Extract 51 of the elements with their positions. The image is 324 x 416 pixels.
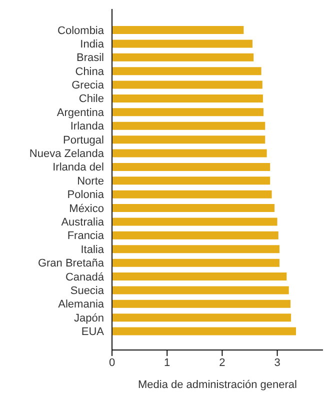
bar (112, 136, 266, 144)
y-tick-label: Portugal (63, 134, 104, 146)
y-tick-label: India (80, 38, 105, 50)
bar (112, 26, 244, 34)
bar (112, 190, 272, 198)
y-tick-label: Argentina (56, 106, 105, 119)
bar (112, 204, 275, 212)
y-tick-label: Italia (80, 244, 105, 256)
bar (112, 245, 280, 254)
y-tick-label: Chile (78, 93, 104, 106)
y-tick-label: Nueva Zelanda (29, 148, 105, 160)
x-axis-title: Media de administración general (138, 379, 297, 391)
bar (112, 108, 264, 116)
bar (112, 258, 280, 267)
bar (112, 327, 296, 336)
bar (112, 122, 266, 130)
y-tick-label: Polonia (67, 189, 105, 202)
y-tick-label: EUA (81, 326, 105, 338)
x-tick-label: 3 (274, 356, 280, 369)
y-tick-label: Francia (67, 230, 105, 242)
bar (112, 162, 270, 171)
bar (112, 286, 289, 294)
y-tick-label: Irlanda (70, 120, 105, 133)
y-tick-label: Norte (77, 175, 104, 188)
bar (112, 40, 252, 48)
y-tick-label: Suecia (70, 284, 105, 297)
y-tick-label: Irlanda del (52, 162, 104, 174)
bar (112, 94, 263, 102)
x-tick-label: 2 (219, 356, 226, 369)
bar (112, 176, 270, 185)
bar (112, 231, 278, 240)
y-tick-label: México (69, 202, 104, 215)
y-tick-label: Alemania (58, 298, 105, 311)
bar (112, 67, 262, 76)
y-tick-label: Canadá (65, 271, 105, 284)
y-tick-label: China (75, 66, 105, 78)
bar (112, 218, 278, 226)
y-tick-label: Grecia (72, 80, 105, 92)
bar (112, 149, 267, 158)
x-tick-label: 1 (164, 356, 170, 369)
y-tick-label: Gran Bretaña (38, 258, 105, 270)
bar (112, 314, 292, 322)
y-tick-label: Colombia (58, 24, 105, 37)
x-tick-label: 0 (108, 356, 116, 369)
bar (112, 80, 262, 89)
bar (112, 272, 287, 281)
y-tick-label: Japón (74, 312, 104, 324)
bar (112, 53, 254, 62)
bar (112, 300, 290, 308)
y-tick-label: Brasil (76, 52, 104, 64)
y-tick-label: Australia (61, 216, 105, 228)
